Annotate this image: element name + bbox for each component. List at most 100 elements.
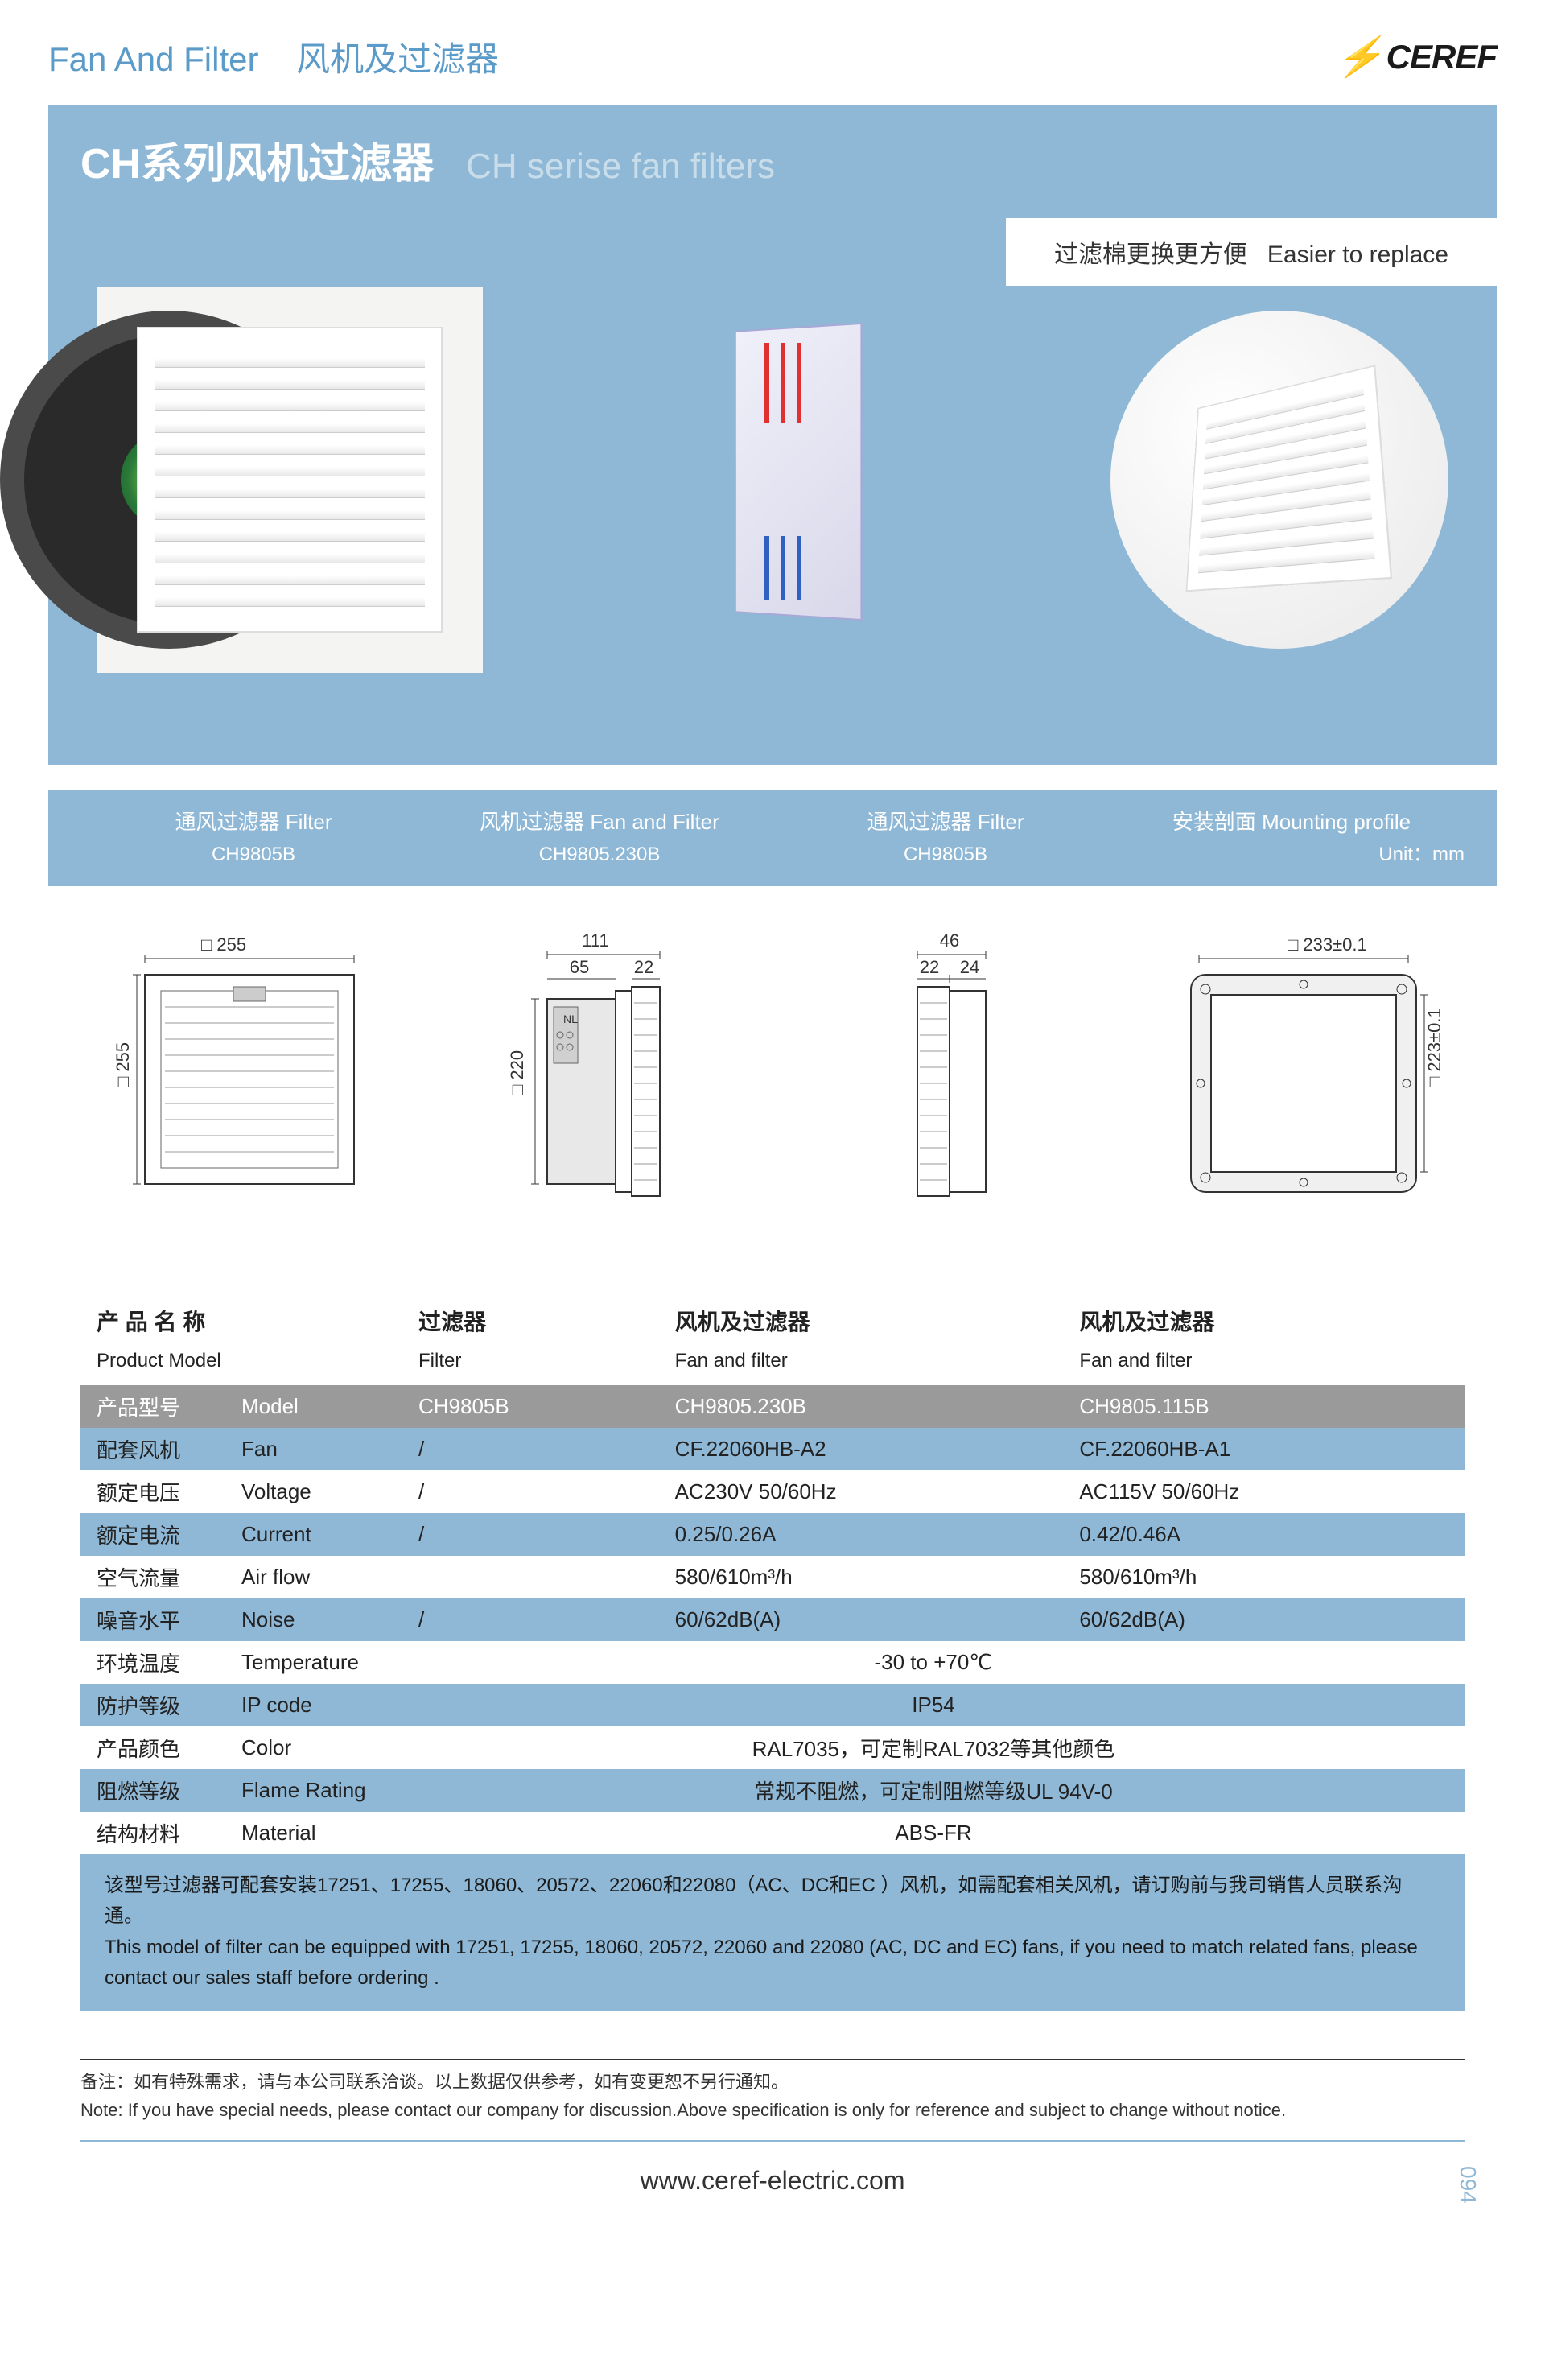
row-value-2: 0.25/0.26A <box>659 1513 1064 1556</box>
note-cn: 该型号过滤器可配套安装17251、17255、18060、20572、22060… <box>105 1871 1440 1932</box>
footnote-cn: 备注：如有特殊需求，请与本公司联系洽谈。以上数据仅供参考，如有变更恕不另行通知。 <box>80 2068 1465 2096</box>
diagram-header-col: 通风过滤器 Filter CH9805B <box>772 806 1119 870</box>
row-label-cn: 环境温度 <box>80 1641 225 1684</box>
drawing-mounting-profile: □ 233±0.1 □ 223±0.1 <box>1143 926 1465 1232</box>
louver-panel-icon <box>137 327 443 633</box>
footer-url: www.ceref-electric.com <box>641 2166 905 2195</box>
diagram-header-col: 通风过滤器 Filter CH9805B <box>80 806 426 870</box>
page-number: 094 <box>1455 2166 1481 2204</box>
category-title: Fan And Filter 风机及过滤器 <box>48 32 499 81</box>
hdr-name-cn: 产 品 名 称 <box>80 1289 402 1343</box>
row-value-2: 60/62dB(A) <box>659 1598 1064 1641</box>
row-value-span: 常规不阻燃，可定制阻燃等级UL 94V-0 <box>402 1769 1465 1812</box>
row-label-en: Model <box>225 1385 402 1428</box>
row-value-2: 580/610m³/h <box>659 1556 1064 1598</box>
hdr-c2-cn: 风机及过滤器 <box>659 1289 1064 1343</box>
diagram-header-col: 安装剖面 Mounting profile Unit：mm <box>1119 806 1465 870</box>
row-value-3: CF.22060HB-A1 <box>1063 1428 1465 1470</box>
tagline-cn: 过滤棉更换更方便 <box>1054 241 1247 268</box>
technical-drawings-row: □ 255 □ 255 111 <box>48 886 1497 1272</box>
svg-text:□ 255: □ 255 <box>113 1042 133 1087</box>
airflow-diagram <box>684 311 909 649</box>
table-row: 额定电压 Voltage/ AC230V 50/60Hz AC115V 50/6… <box>80 1470 1465 1513</box>
arrow-hot-icon <box>764 343 769 423</box>
specification-table: 产 品 名 称 过滤器 风机及过滤器 风机及过滤器 Product Model … <box>80 1289 1465 1854</box>
category-cn: 风机及过滤器 <box>296 40 499 78</box>
table-header-row-cn: 产 品 名 称 过滤器 风机及过滤器 风机及过滤器 <box>80 1289 1465 1343</box>
louver-panel-angled-icon <box>1186 365 1393 592</box>
row-value-span: IP54 <box>402 1684 1465 1726</box>
row-label-en: Flame Rating <box>225 1769 402 1812</box>
hdr-c2-en: Fan and filter <box>659 1343 1064 1385</box>
table-row: 额定电流 Current/ 0.25/0.26A 0.42/0.46A <box>80 1513 1465 1556</box>
row-value-span: RAL7035，可定制RAL7032等其他颜色 <box>402 1726 1465 1769</box>
diagram-header-row: 通风过滤器 Filter CH9805B 风机过滤器 Fan and Filte… <box>48 790 1497 886</box>
table-row: 结构材料 MaterialABS-FR <box>80 1812 1465 1854</box>
arrow-cold-icon <box>797 536 801 600</box>
hdr-name-en: Product Model <box>80 1343 402 1385</box>
arrow-cold-icon <box>781 536 785 600</box>
hero-image-row <box>80 287 1465 673</box>
dh-title: 安装剖面 Mounting profile <box>1119 806 1465 839</box>
dh-title: 风机过滤器 Fan and Filter <box>426 806 772 839</box>
row-value-3: 60/62dB(A) <box>1063 1598 1465 1641</box>
row-label-cn: 产品颜色 <box>80 1726 225 1769</box>
table-row: 产品型号 ModelCH9805B CH9805.230B CH9805.115… <box>80 1385 1465 1428</box>
table-row: 产品颜色 ColorRAL7035，可定制RAL7032等其他颜色 <box>80 1726 1465 1769</box>
svg-text:NL: NL <box>563 1013 578 1025</box>
table-row: 配套风机 Fan/ CF.22060HB-A2 CF.22060HB-A1 <box>80 1428 1465 1470</box>
arrow-cold-icon <box>764 536 769 600</box>
row-label-en: Noise <box>225 1598 402 1641</box>
row-label-cn: 额定电压 <box>80 1470 225 1513</box>
table-row: 防护等级 IP codeIP54 <box>80 1684 1465 1726</box>
arrow-hot-icon <box>797 343 801 423</box>
top-bar: Fan And Filter 风机及过滤器 ⚡ CEREF <box>48 32 1497 81</box>
dh-title: 通风过滤器 Filter <box>772 806 1119 839</box>
row-value-1: / <box>402 1428 659 1470</box>
row-label-en: Color <box>225 1726 402 1769</box>
dh-title: 通风过滤器 Filter <box>80 806 426 839</box>
product-image-filter-angled <box>1110 311 1448 649</box>
row-value-span: ABS-FR <box>402 1812 1465 1854</box>
row-label-cn: 产品型号 <box>80 1385 225 1428</box>
svg-text:24: 24 <box>960 957 979 977</box>
product-image-fan-filter <box>97 287 483 673</box>
tagline-en: Easier to replace <box>1267 241 1448 268</box>
row-label-en: Current <box>225 1513 402 1556</box>
row-value-3: CH9805.115B <box>1063 1385 1465 1428</box>
compatibility-note: 该型号过滤器可配套安装17251、17255、18060、20572、22060… <box>80 1854 1465 2011</box>
table-header-row-en: Product Model Filter Fan and filter Fan … <box>80 1343 1465 1385</box>
dh-sub: CH9805.230B <box>426 839 772 870</box>
row-value-1: / <box>402 1470 659 1513</box>
note-en: This model of filter can be equipped wit… <box>105 1932 1440 1994</box>
hdr-c3-cn: 风机及过滤器 <box>1063 1289 1465 1343</box>
footnote: 备注：如有特殊需求，请与本公司联系洽谈。以上数据仅供参考，如有变更恕不另行通知。… <box>80 2059 1465 2124</box>
table-row: 阻燃等级 Flame Rating常规不阻燃，可定制阻燃等级UL 94V-0 <box>80 1769 1465 1812</box>
hero-title-row: CH系列风机过滤器 CH serise fan filters <box>80 130 1465 190</box>
row-value-2: CH9805.230B <box>659 1385 1064 1428</box>
bolt-icon: ⚡ <box>1336 34 1383 80</box>
hero-panel: CH系列风机过滤器 CH serise fan filters 过滤棉更换更方便… <box>48 105 1497 765</box>
brand-logo: ⚡ CEREF <box>1336 34 1497 80</box>
table-row: 空气流量 Air flow 580/610m³/h 580/610m³/h <box>80 1556 1465 1598</box>
table-row: 噪音水平 Noise/ 60/62dB(A) 60/62dB(A) <box>80 1598 1465 1641</box>
row-value-2: AC230V 50/60Hz <box>659 1470 1064 1513</box>
row-label-en: IP code <box>225 1684 402 1726</box>
row-label-cn: 防护等级 <box>80 1684 225 1726</box>
drawing-filter-front: □ 255 □ 255 <box>80 926 402 1232</box>
dh-sub: Unit：mm <box>1119 839 1465 870</box>
svg-text:□ 233±0.1: □ 233±0.1 <box>1288 934 1367 955</box>
brand-text: CEREF <box>1386 38 1497 76</box>
svg-text:22: 22 <box>634 957 653 977</box>
row-label-en: Air flow <box>225 1556 402 1598</box>
hero-title-cn: CH系列风机过滤器 <box>80 130 434 190</box>
row-value-1: CH9805B <box>402 1385 659 1428</box>
svg-text:22: 22 <box>920 957 939 977</box>
svg-text:65: 65 <box>570 957 589 977</box>
hdr-c1-en: Filter <box>402 1343 659 1385</box>
table-row: 环境温度 Temperature-30 to +70℃ <box>80 1641 1465 1684</box>
hdr-c1-cn: 过滤器 <box>402 1289 659 1343</box>
drawing-fan-filter-side: 111 22 65 NL <box>435 926 756 1232</box>
category-en: Fan And Filter <box>48 40 258 78</box>
product-datasheet-page: Fan And Filter 风机及过滤器 ⚡ CEREF CH系列风机过滤器 … <box>0 0 1545 2236</box>
